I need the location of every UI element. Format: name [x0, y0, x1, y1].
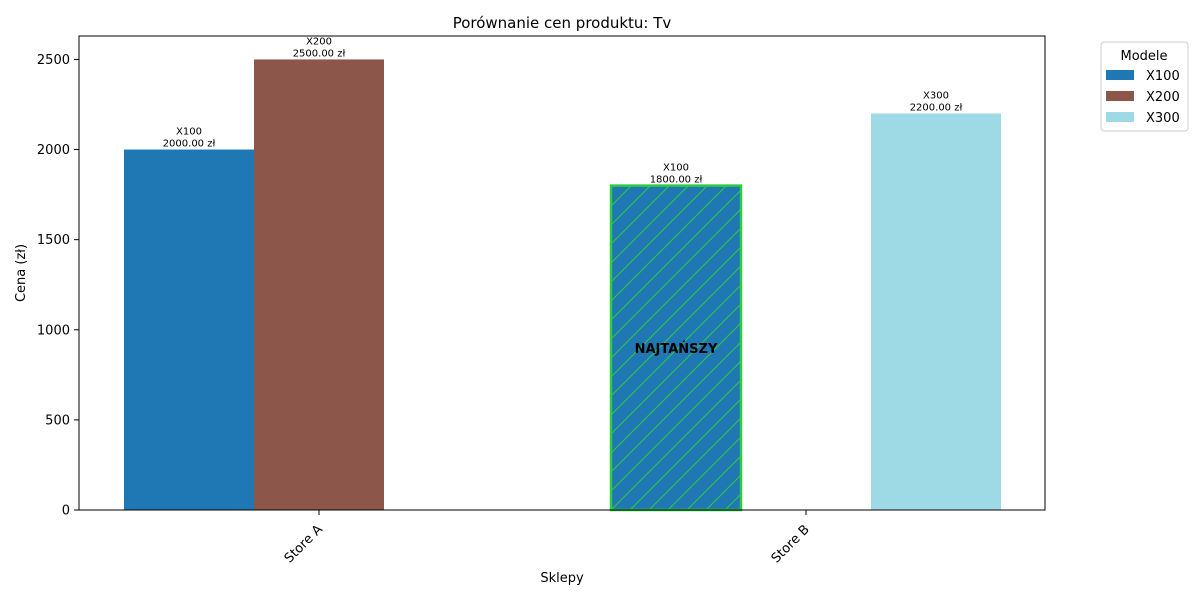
y-tick-label: 0: [62, 504, 70, 519]
bar-store-b-x300: [871, 113, 1001, 510]
y-tick-label: 500: [45, 413, 70, 428]
bar-label-model-store-b-x100: X100: [663, 163, 689, 174]
legend-frame: [1100, 41, 1189, 132]
bar-label-model-store-a-x100: X100: [176, 127, 202, 138]
plot-frame: [78, 35, 1046, 511]
legend-label-x300: X300: [1146, 111, 1180, 126]
bar-store-a-x100: [124, 149, 254, 510]
y-axis-label: Cena (zł): [14, 244, 29, 302]
x-axis-label: Sklepy: [540, 571, 584, 586]
chart-title: Porównanie cen produktu: Tv: [453, 14, 672, 32]
bar-store-b-x100: [609, 184, 743, 512]
bar-label-model-store-b-x300: X300: [923, 90, 949, 101]
bar-label-price-store-a-x200: 2500.00 zł: [293, 48, 346, 59]
legend-label-x200: X200: [1146, 90, 1180, 105]
bar-label-price-store-b-x100: 1800.00 zł: [650, 175, 703, 186]
bar-label-price-store-a-x100: 2000.00 zł: [163, 139, 216, 150]
legend-title: Modele: [1120, 49, 1167, 64]
legend-items: X100 X200 X300: [1106, 69, 1180, 126]
x-tick-label-store-a: Store A: [282, 522, 326, 566]
y-tick-label: 1000: [37, 323, 70, 338]
x-axis: Store A Store B: [282, 510, 813, 566]
y-tick-label: 2500: [37, 53, 70, 68]
legend-swatch-x300: [1106, 112, 1134, 122]
legend: Modele X100 X200 X300: [1100, 41, 1189, 132]
bar-store-a-x200: [254, 59, 384, 510]
y-tick-label: 1500: [37, 233, 70, 248]
legend-label-x100: X100: [1146, 69, 1180, 84]
legend-swatch-x100: [1106, 70, 1134, 80]
bar-label-model-store-a-x200: X200: [306, 36, 332, 47]
y-axis: 0 500 1000 1500 2000 2500: [37, 53, 79, 519]
bar-label-price-store-b-x300: 2200.00 zł: [910, 102, 963, 113]
cheapest-annotation: NAJTAŃSZY: [635, 341, 718, 357]
x-tick-label-store-b: Store B: [769, 522, 813, 566]
y-tick-label: 2000: [37, 143, 70, 158]
legend-swatch-x200: [1106, 91, 1134, 101]
